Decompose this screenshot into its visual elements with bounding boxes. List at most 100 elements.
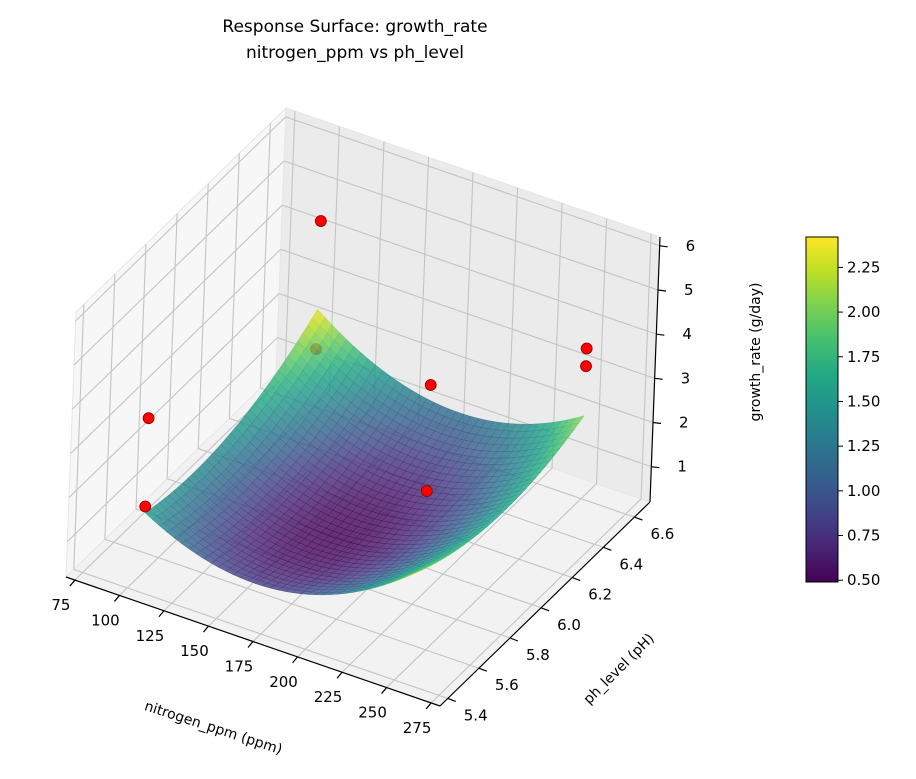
scatter-point <box>314 215 327 227</box>
grid-line <box>73 568 448 699</box>
colorbar-tick-label: 0.75 <box>847 527 880 545</box>
y-axis-line <box>439 501 651 707</box>
x-tick <box>69 579 76 587</box>
grid-line <box>70 248 282 454</box>
z-tick <box>656 333 665 336</box>
y-tick-label: 6.4 <box>619 555 643 573</box>
z-axis-line <box>649 236 661 503</box>
y-tick <box>572 576 581 582</box>
y-tick <box>634 516 643 521</box>
scatter-point <box>580 342 593 355</box>
x-tick-label: 275 <box>403 719 432 737</box>
z-tick <box>654 377 663 380</box>
grid-line <box>228 153 240 419</box>
y-tick-label: 6.2 <box>588 586 612 604</box>
scatter-point <box>580 360 592 373</box>
y-tick-label: 5.8 <box>526 646 550 664</box>
grid-line <box>282 204 657 335</box>
z-tick-label: 4 <box>682 325 692 343</box>
grid-line <box>386 483 597 688</box>
grid-line <box>66 337 278 543</box>
z-tick-label: 5 <box>684 281 694 299</box>
y-tick <box>540 607 550 612</box>
x-tick-label: 200 <box>269 673 298 691</box>
grid-line <box>73 304 85 570</box>
x-tick <box>247 641 254 648</box>
colorbar-tick-label: 2.00 <box>847 303 880 321</box>
surface-facet <box>405 571 419 578</box>
x-tick-label: 75 <box>51 596 70 614</box>
y-tick-label: 6.6 <box>650 525 674 543</box>
y-tick-label: 5.4 <box>464 706 488 724</box>
colorbar-tick-label: 2.25 <box>847 258 880 276</box>
x-tick-label: 250 <box>358 704 387 722</box>
z-tick <box>657 289 667 292</box>
y-tick-label: 5.6 <box>495 676 519 694</box>
grid-line <box>280 248 655 379</box>
grid-line <box>135 243 147 510</box>
x-tick-label: 225 <box>314 688 343 706</box>
grid-line <box>259 123 271 389</box>
grid-line <box>284 111 296 377</box>
y-tick <box>447 697 456 703</box>
y-tick <box>478 667 488 672</box>
x-tick <box>203 625 209 633</box>
colorbar-tick-label: 0.50 <box>847 571 880 589</box>
grid-line <box>75 116 287 322</box>
grid-line <box>73 160 285 366</box>
x-tick <box>292 656 298 664</box>
scatter-point <box>142 412 155 425</box>
grid-line <box>68 293 280 498</box>
grid-line <box>285 116 660 247</box>
grid-line <box>278 292 654 424</box>
grid-line <box>417 157 430 423</box>
surface-mesh <box>144 308 585 596</box>
x-tick <box>158 610 165 618</box>
grid-line <box>596 218 608 484</box>
grid-line <box>341 467 553 673</box>
axis-ticks: 75 100 125 150 175 200 225 250 275 5.4 5.6 5.8 6.0 6.… <box>51 237 695 737</box>
y-tick <box>603 546 612 551</box>
colorbar-tick-label: 1.25 <box>847 437 880 455</box>
x-tick-label: 125 <box>136 627 165 645</box>
z-axis-label: growth_rate (g/day) <box>748 283 764 422</box>
colorbar-gradient <box>805 236 839 583</box>
scatter-point <box>139 500 152 513</box>
colorbar-tick-label: 1.50 <box>847 392 880 410</box>
grid-line <box>462 172 474 438</box>
z-tick <box>652 421 662 425</box>
x-tick-label: 150 <box>180 642 209 660</box>
z-tick-label: 3 <box>681 369 691 387</box>
grid-line <box>166 213 178 479</box>
grid-line <box>373 141 385 407</box>
x-tick-label: 175 <box>225 658 254 676</box>
y-tick-label: 6.0 <box>557 616 581 634</box>
grid-line <box>640 233 652 499</box>
z-tick-label: 2 <box>679 414 689 432</box>
x-tick-label: 100 <box>91 611 120 629</box>
x-tick <box>425 702 432 710</box>
chart-title: Response Surface: growth_rate <box>222 17 487 37</box>
colorbar: 0.50 0.75 1.00 1.25 1.50 1.75 2.00 2.25 <box>805 236 880 589</box>
x-tick <box>113 595 120 602</box>
grid-line <box>506 187 519 453</box>
grid-line <box>197 183 209 449</box>
x-tick <box>381 687 388 694</box>
y-axis-label: ph_level (pH) <box>581 631 658 708</box>
z-tick-label: 6 <box>686 237 696 255</box>
scatter-points <box>139 215 593 513</box>
z-tick <box>651 466 660 469</box>
grid-line <box>104 274 116 540</box>
grid-line <box>71 204 283 410</box>
x-tick <box>336 671 343 679</box>
z-tick <box>659 245 668 248</box>
side-pane <box>65 106 287 579</box>
colorbar-tick-label: 1.00 <box>847 482 880 500</box>
x-axis-label: nitrogen_ppm (ppm) <box>142 698 284 758</box>
grid-line <box>430 498 642 704</box>
scatter-point <box>420 485 433 497</box>
scatter-point <box>424 379 437 391</box>
grid-line <box>283 160 659 291</box>
y-tick <box>509 637 519 642</box>
